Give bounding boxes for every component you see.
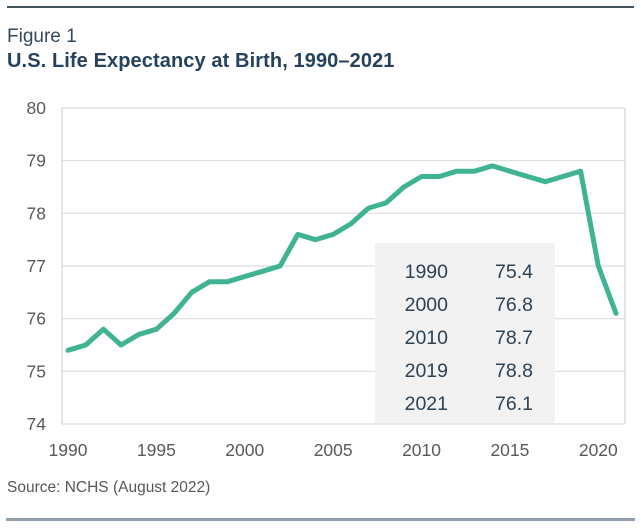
x-tick-label: 2020: [579, 440, 618, 460]
callout-value: 76.8: [495, 294, 533, 316]
life-expectancy-line: [65, 163, 619, 353]
figure-label: Figure 1: [7, 26, 77, 47]
y-tick-label: 79: [27, 151, 46, 171]
y-tick-label: 80: [27, 98, 47, 118]
callout-value: 78.7: [495, 327, 533, 349]
y-tick-label: 78: [27, 203, 46, 223]
x-tick-label: 2015: [490, 440, 529, 460]
x-tick-label: 2000: [225, 440, 264, 460]
top-rule: [7, 6, 634, 8]
page-title: U.S. Life Expectancy at Birth, 1990–2021: [7, 50, 395, 72]
y-tick-label: 74: [27, 414, 47, 434]
callout-year: 2019: [404, 360, 448, 382]
bottom-rule: [6, 518, 635, 521]
callout-year: 2021: [404, 393, 448, 415]
x-tick-label: 2010: [402, 440, 441, 460]
callout-value: 76.1: [495, 393, 533, 415]
callout-value: 78.8: [495, 360, 533, 382]
x-tick-label: 1990: [49, 440, 88, 460]
callout-year: 2010: [404, 327, 448, 349]
callout-row: 2010 78.7: [375, 322, 555, 355]
y-tick-label: 75: [27, 361, 46, 381]
callout-year: 1990: [404, 261, 448, 283]
y-tick-label: 77: [27, 256, 46, 276]
callout-row: 2019 78.8: [375, 355, 555, 388]
y-tick-label: 76: [27, 309, 46, 329]
x-tick-label: 2005: [314, 440, 353, 460]
callout-table: 1990 75.4 2000 76.8 2010 78.7 2019 78.8 2021 76.1: [375, 243, 555, 423]
callout-year: 2000: [404, 294, 448, 316]
callout-row: 2021 76.1: [375, 388, 555, 421]
source-note: Source: NCHS (August 2022): [7, 479, 211, 496]
x-tick-label: 1995: [137, 440, 176, 460]
callout-value: 75.4: [495, 261, 533, 283]
callout-row: 2000 76.8: [375, 289, 555, 322]
callout-row: 1990 75.4: [375, 256, 555, 289]
